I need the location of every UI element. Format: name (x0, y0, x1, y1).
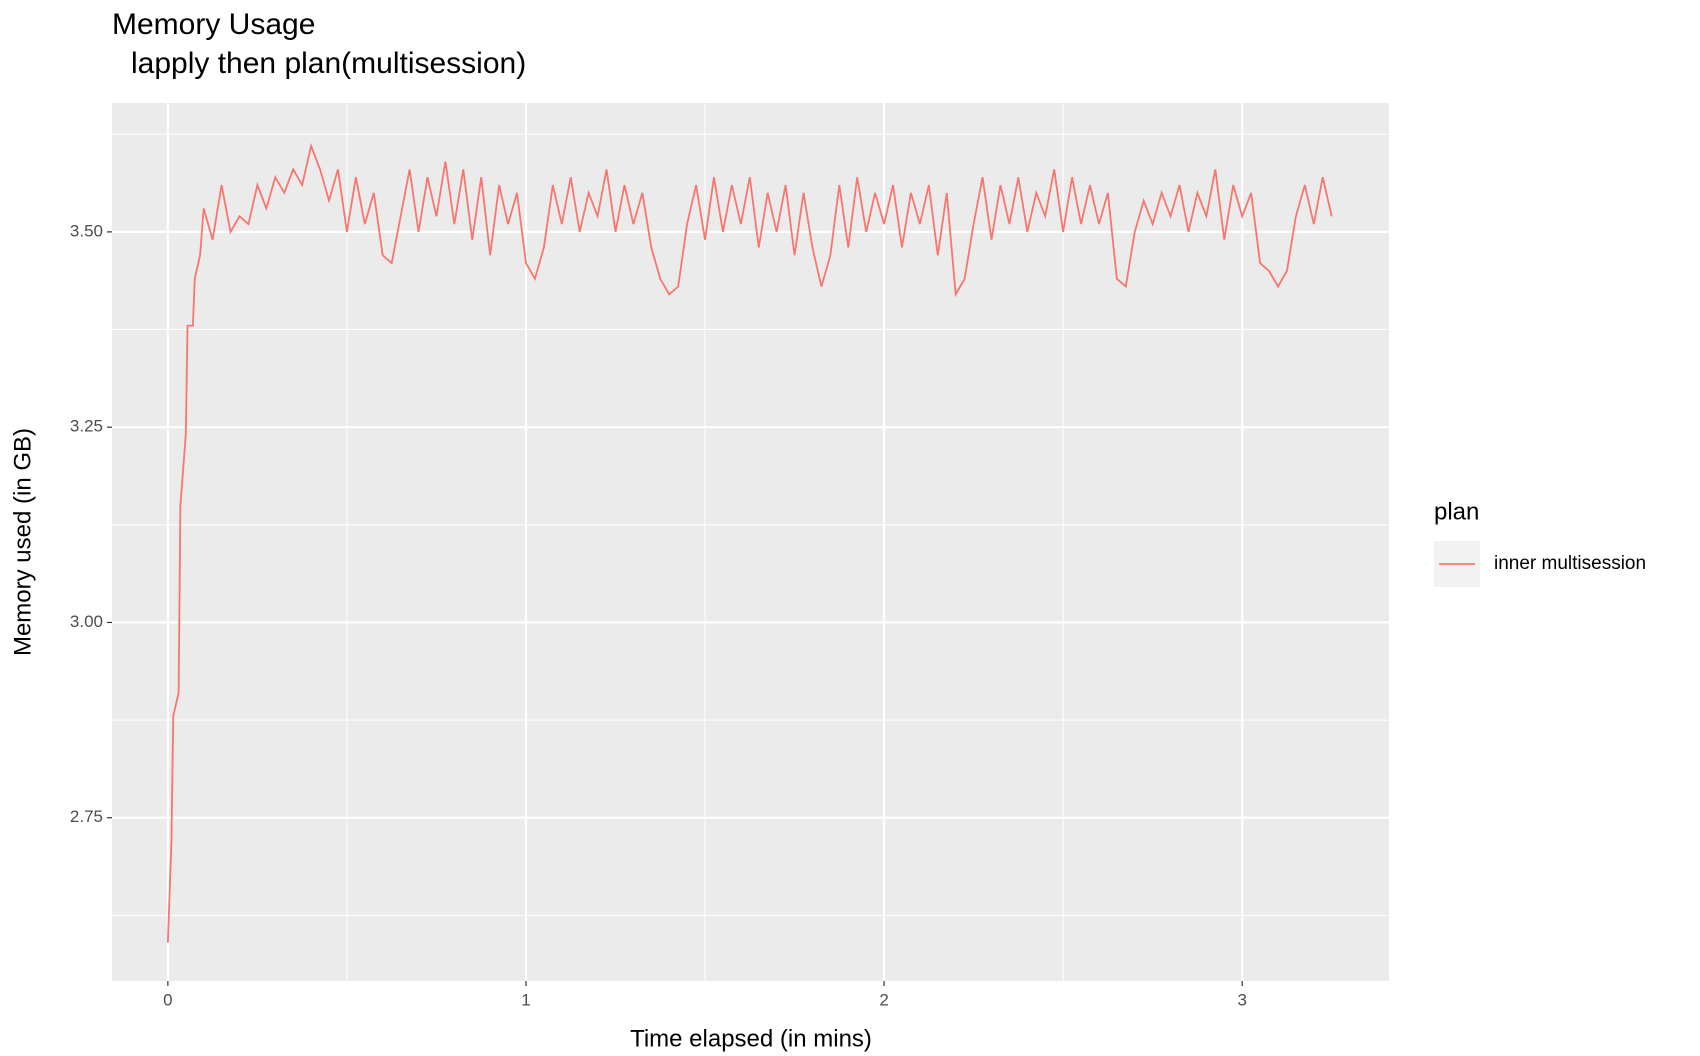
chart-subtitle: lapply then plan(multisession) (131, 47, 526, 80)
x-tick-label: 1 (521, 990, 530, 1009)
y-axis-title: Memory used (in GB) (9, 428, 36, 656)
x-tick-label: 0 (163, 990, 172, 1009)
y-tick-label: 2.75 (70, 807, 103, 826)
legend-label: inner multisession (1494, 553, 1646, 574)
x-tick-label: 2 (879, 990, 888, 1009)
x-tick-label: 3 (1237, 990, 1246, 1009)
y-tick-label: 3.50 (70, 221, 103, 240)
x-axis-title: Time elapsed (in mins) (630, 1025, 872, 1052)
chart-title: Memory Usage (112, 8, 315, 41)
y-tick-label: 3.25 (70, 417, 103, 436)
y-tick-label: 3.00 (70, 612, 103, 631)
panel-background (112, 103, 1389, 981)
legend-title: plan (1434, 498, 1479, 525)
data-line (166, 142, 1333, 943)
